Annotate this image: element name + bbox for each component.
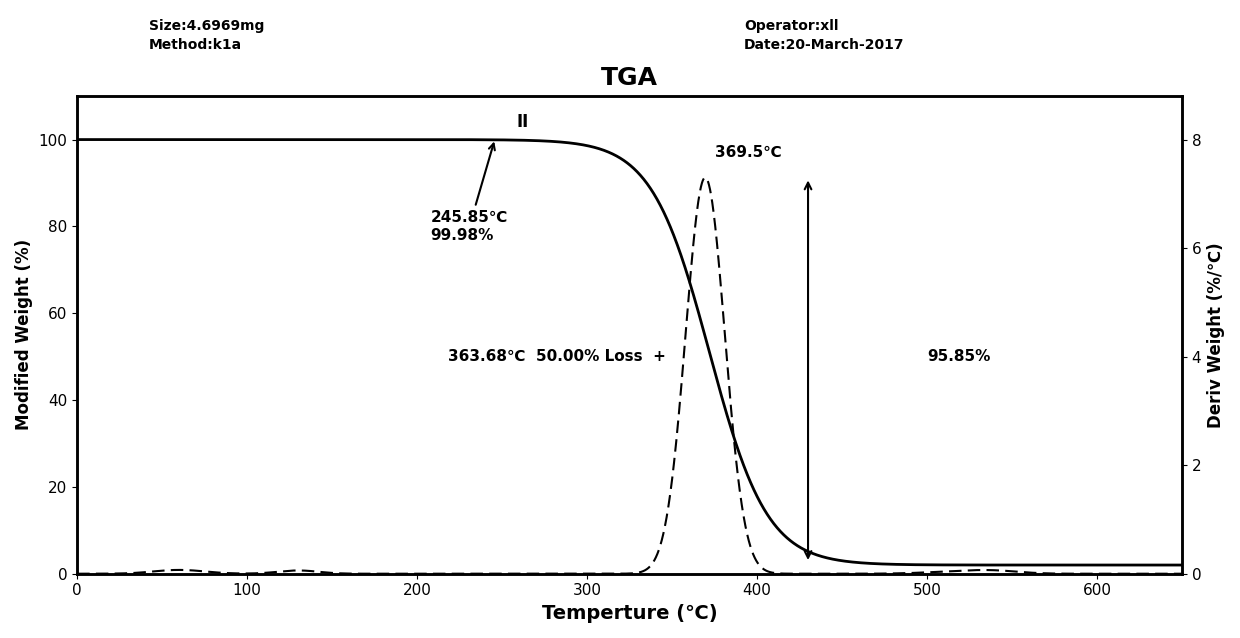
- Y-axis label: Modified Weight (%): Modified Weight (%): [15, 239, 33, 431]
- Y-axis label: Deriv Weight (%/℃): Deriv Weight (%/℃): [1207, 242, 1225, 427]
- Text: 95.85%: 95.85%: [928, 349, 991, 364]
- Text: 369.5℃: 369.5℃: [714, 145, 781, 160]
- Text: 245.85℃
99.98%: 245.85℃ 99.98%: [430, 144, 508, 242]
- Text: 363.68℃  50.00% Loss  +: 363.68℃ 50.00% Loss +: [448, 349, 666, 364]
- Title: TGA: TGA: [601, 66, 658, 90]
- Text: Operator:xll
Date:20-March-2017: Operator:xll Date:20-March-2017: [744, 19, 904, 52]
- Text: Size:4.6969mg
Method:k1a: Size:4.6969mg Method:k1a: [149, 19, 264, 52]
- Text: II: II: [516, 112, 528, 131]
- X-axis label: Temperture (℃): Temperture (℃): [542, 604, 718, 623]
